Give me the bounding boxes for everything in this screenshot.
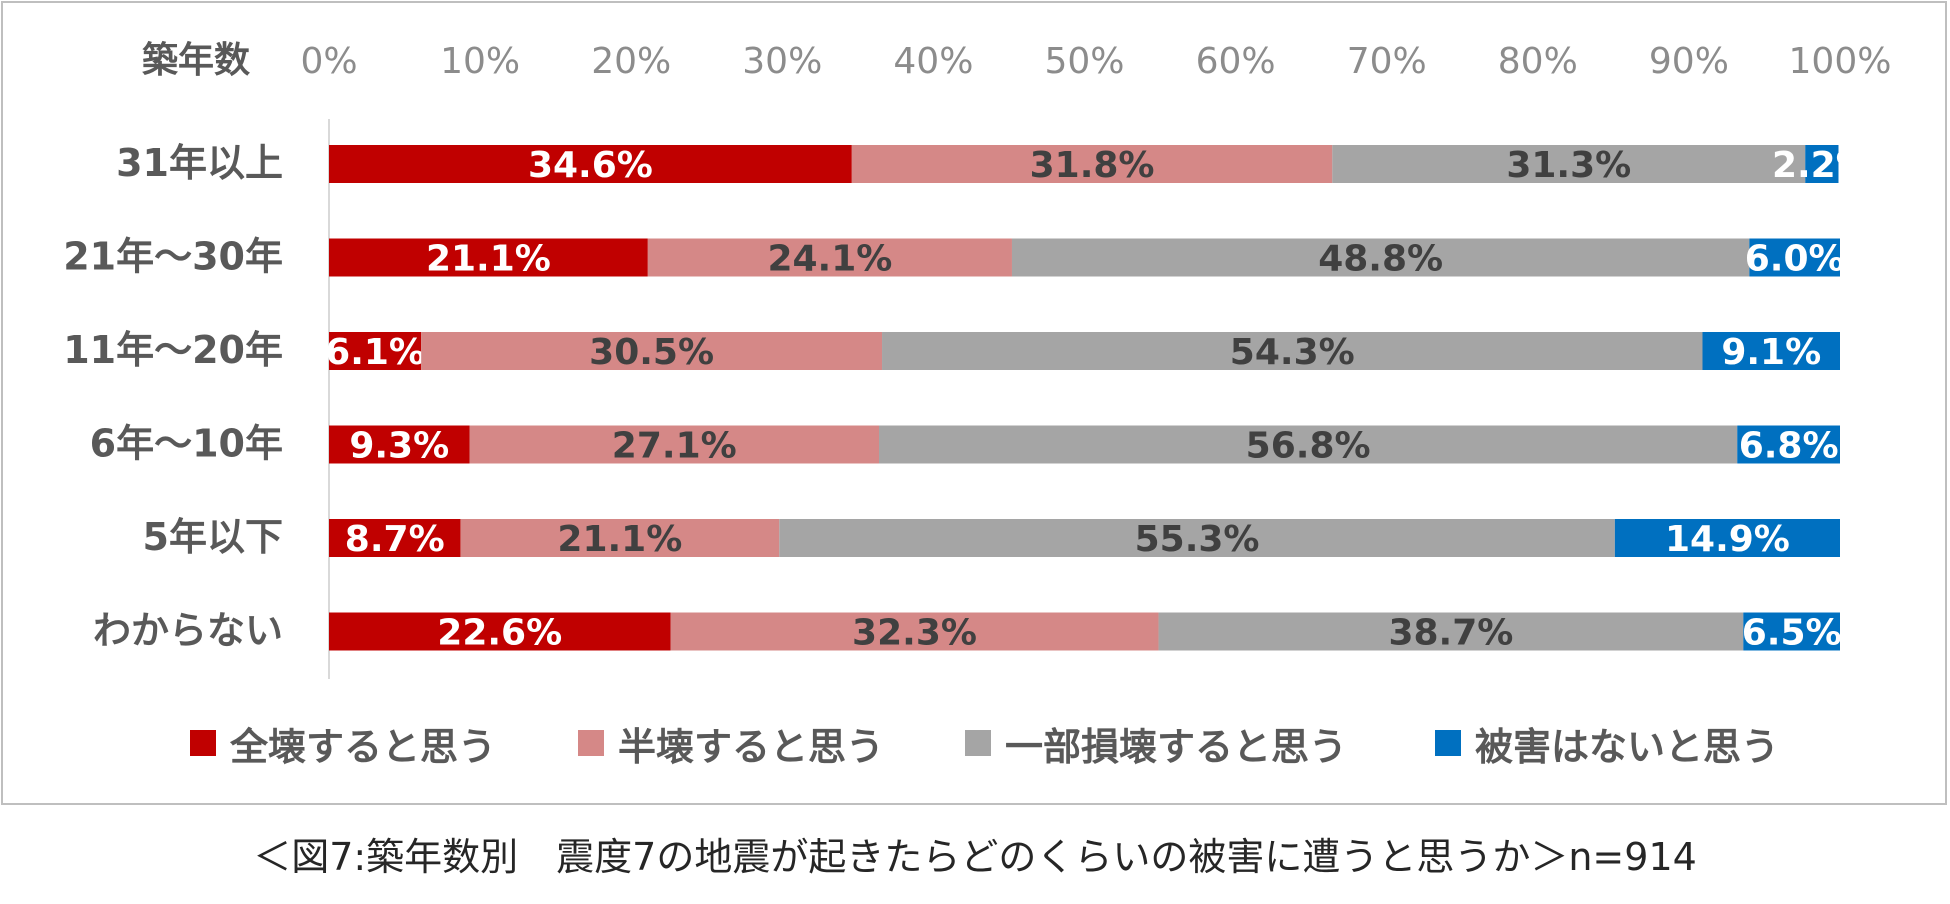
- legend-label: 半壊すると思う: [618, 724, 885, 769]
- data-label: 32.3%: [852, 613, 977, 654]
- legend-label: 全壊すると思う: [230, 724, 497, 769]
- bar-segment: [1332, 145, 1806, 183]
- bar-segment: [329, 145, 852, 183]
- data-label: 30.5%: [589, 332, 714, 373]
- category-label: 21年～30年: [63, 235, 283, 279]
- figure-caption: ＜図7:築年数別 震度7の地震が起きたらどのくらいの被害に遭うと思うか＞n=91…: [253, 835, 1697, 879]
- legend-item: 半壊すると思う: [578, 718, 885, 769]
- bar-segment: [460, 519, 780, 557]
- category-label: 31年以上: [116, 141, 283, 185]
- data-label: 31.3%: [1506, 145, 1631, 186]
- bar-segment: [1614, 519, 1840, 557]
- x-tick-label: 60%: [1196, 41, 1276, 82]
- y-axis-header: 築年数: [142, 40, 250, 81]
- data-label: 48.8%: [1318, 239, 1443, 280]
- data-label: 54.3%: [1230, 332, 1355, 373]
- bar-segment: [882, 332, 1703, 370]
- bar-segment: [647, 238, 1012, 277]
- legend-item: 一部損壊すると思う: [965, 718, 1348, 769]
- category-label: わからない: [93, 609, 283, 653]
- legend-item: 被害はないと思う: [1435, 718, 1780, 769]
- data-label: 22.6%: [437, 613, 562, 654]
- x-tick-label: 30%: [742, 41, 822, 82]
- legend-label: 被害はないと思う: [1475, 724, 1780, 769]
- x-tick-label: 80%: [1498, 41, 1578, 82]
- data-label: 14.9%: [1665, 519, 1790, 560]
- bar-segment: [879, 425, 1738, 464]
- x-tick-label: 40%: [893, 41, 973, 82]
- bar-segment: [779, 519, 1615, 557]
- bar-segment: [1805, 145, 1839, 183]
- bar-segment: [329, 519, 461, 557]
- data-label: 21.1%: [557, 519, 682, 560]
- legend: 全壊すると思う 半壊すると思う 一部損壊すると思う 被害はないと思う: [0, 718, 1950, 769]
- x-tick-label: 20%: [591, 41, 671, 82]
- data-label: 6.5%: [1742, 613, 1842, 654]
- data-label: 6.1%: [325, 332, 425, 373]
- data-label: 27.1%: [612, 426, 737, 467]
- bar-segment: [670, 612, 1159, 651]
- legend-swatch: [190, 730, 216, 756]
- legend-label: 一部損壊すると思う: [1005, 724, 1348, 769]
- data-label: 9.1%: [1721, 332, 1821, 373]
- bar-segment: [1702, 332, 1840, 370]
- bar-segment: [851, 145, 1333, 183]
- legend-swatch: [578, 730, 604, 756]
- x-tick-label: 100%: [1789, 41, 1892, 82]
- category-label: 11年～20年: [63, 328, 283, 372]
- data-label: 31.8%: [1030, 145, 1155, 186]
- data-label: 34.6%: [528, 145, 653, 186]
- x-tick-label: 70%: [1347, 41, 1427, 82]
- x-tick-label: 90%: [1649, 41, 1729, 82]
- category-label: 6年～10年: [90, 422, 283, 466]
- bar-segment: [469, 425, 880, 464]
- bar-segment: [1737, 425, 1840, 464]
- x-tick-label: 10%: [440, 41, 520, 82]
- data-label: 56.8%: [1246, 426, 1371, 467]
- bar-segment: [1749, 238, 1840, 277]
- bar-segment: [1158, 612, 1744, 651]
- legend-swatch: [965, 730, 991, 756]
- data-label: 8.7%: [345, 519, 445, 560]
- chart-frame: 築年数 0% 10% 20% 30% 40% 50% 60% 70% 80% 90% 100% 31年以…: [1, 1, 1947, 805]
- bar-segment: [329, 238, 648, 277]
- data-label: 6.8%: [1739, 426, 1839, 467]
- data-label: 55.3%: [1135, 519, 1260, 560]
- bar-segment: [1011, 238, 1750, 277]
- bar-segment: [421, 332, 883, 370]
- bar-segment: [329, 612, 671, 651]
- x-tick-label: 0%: [300, 41, 357, 82]
- legend-item: 全壊すると思う: [190, 718, 497, 769]
- data-label: 24.1%: [767, 239, 892, 280]
- category-label: 5年以下: [143, 515, 283, 559]
- bar-segment: [329, 425, 470, 464]
- data-label: 2.2%: [1772, 145, 1872, 186]
- bar-segment: [329, 332, 422, 370]
- legend-swatch: [1435, 730, 1461, 756]
- stacked-bar-chart: 築年数 0% 10% 20% 30% 40% 50% 60% 70% 80% 90% 100% 31年以…: [63, 40, 1892, 679]
- x-tick-label: 50%: [1044, 41, 1124, 82]
- data-label: 6.0%: [1745, 239, 1845, 280]
- bar-segment: [1743, 612, 1840, 651]
- data-label: 9.3%: [349, 426, 449, 467]
- data-label: 38.7%: [1388, 613, 1513, 654]
- data-label: 21.1%: [426, 239, 551, 280]
